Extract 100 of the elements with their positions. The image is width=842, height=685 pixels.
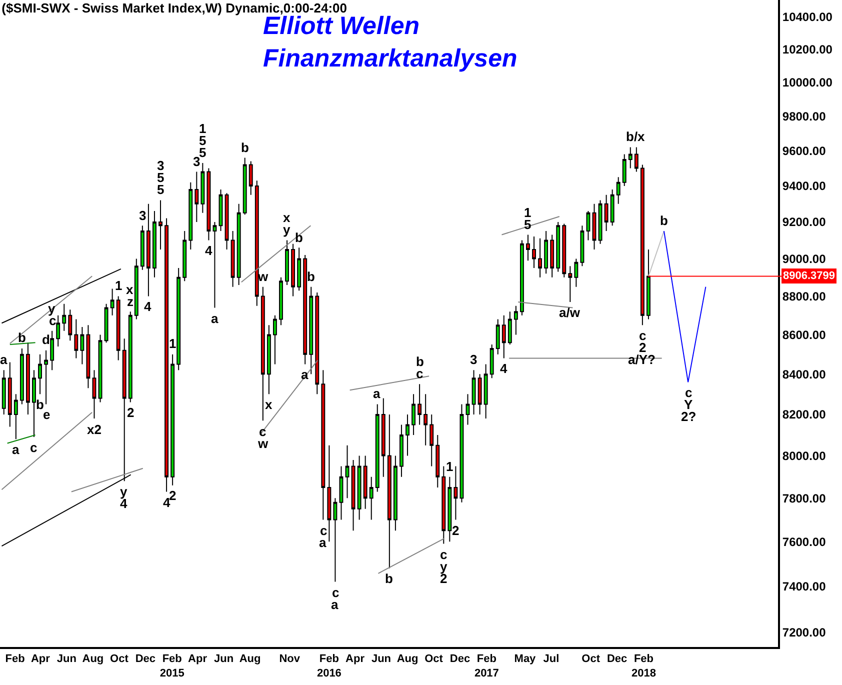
candlestick (134, 258, 138, 320)
y-tick-label: 10400.00 (782, 10, 833, 24)
annotation: 3 (470, 352, 478, 367)
candlestick (538, 238, 542, 278)
candlestick (460, 404, 464, 503)
annotation: 1 (199, 121, 206, 136)
candlestick (146, 203, 150, 297)
annotation: a/w (559, 305, 581, 320)
candlestick (218, 189, 223, 232)
y-tick-label: 7600.00 (782, 534, 826, 549)
annotation: a (12, 442, 20, 457)
candlestick (116, 296, 120, 361)
candlestick (254, 180, 259, 306)
candlestick (2, 370, 6, 415)
candlestick (104, 303, 108, 344)
annotation: 5 (157, 170, 164, 185)
annotation: a (373, 386, 381, 401)
annotation: a (331, 597, 339, 612)
x-tick-label: Jun (214, 653, 234, 666)
candlestick (622, 154, 626, 186)
annotation: b (416, 354, 424, 369)
annotation: 5 (157, 182, 164, 197)
candlestick (20, 348, 24, 405)
candlestick (562, 223, 566, 278)
annotation: x (265, 397, 273, 412)
candlestick (442, 466, 446, 544)
candlestick (454, 466, 458, 520)
candlestick (375, 404, 380, 492)
y-tick-label: 8400.00 (782, 367, 826, 382)
candlestick (604, 194, 608, 232)
candlestick (248, 160, 253, 196)
candlestick (176, 268, 181, 371)
x-tick-label: Dec (450, 653, 470, 666)
annotation: b (385, 571, 393, 586)
candlestick (550, 234, 554, 278)
candlestick (188, 182, 193, 250)
annotation: 1 (169, 336, 176, 351)
y-tick-label: 8600.00 (782, 328, 826, 342)
candlestick (628, 146, 632, 169)
x-tick-label: Aug (239, 653, 261, 666)
annotation: 8906.3799 (783, 270, 835, 282)
candlestick (285, 240, 289, 286)
annotation: 4 (205, 243, 213, 258)
candlestick (646, 248, 650, 320)
annotation: 1 (446, 459, 454, 474)
annotation: 2 (127, 405, 134, 420)
annotation: 4 (144, 299, 152, 314)
candlestick (357, 455, 362, 520)
candlestick (568, 266, 572, 303)
annotation: c (259, 424, 266, 439)
candlestick (315, 292, 320, 395)
y-tick-label: 9400.00 (782, 179, 826, 194)
y-tick-label: 7800.00 (782, 491, 826, 506)
candlestick (514, 305, 518, 336)
candlestick (592, 203, 596, 250)
candlestick (400, 424, 404, 478)
candlestick (92, 370, 96, 420)
candlestick (393, 455, 398, 532)
annotation: 2? (681, 409, 696, 424)
annotation: 5 (199, 133, 206, 148)
annotation: a (211, 311, 219, 326)
candlestick (478, 374, 482, 415)
annotation: a (301, 367, 309, 382)
annotation: x (283, 210, 291, 225)
candlestick (640, 164, 644, 326)
x-tick-label: Feb 2016 (316, 653, 342, 680)
x-tick-label: Aug (82, 653, 104, 666)
candlestick (610, 189, 614, 226)
candlestick (466, 394, 470, 426)
candlestick (38, 354, 42, 395)
annotation: 5 (524, 217, 532, 232)
annotation: b (307, 269, 315, 284)
candlestick (170, 354, 175, 486)
candlestick (14, 394, 18, 440)
candlestick (297, 247, 302, 292)
x-tick-label: Feb 2015 (160, 653, 184, 680)
candlestick (230, 230, 235, 288)
candlestick (339, 466, 344, 520)
candlestick (266, 324, 271, 395)
annotation: b/x (626, 129, 646, 144)
y-tick-label: 10000.00 (782, 76, 833, 90)
candlestick (532, 236, 536, 269)
candlestick (140, 225, 144, 270)
candlestick (98, 334, 102, 403)
x-tick-label: Feb 2017 (474, 653, 499, 680)
candlestick (224, 192, 229, 250)
annotation: c (440, 547, 448, 562)
x-tick-label: Nov (279, 653, 301, 666)
candlestick (387, 414, 392, 569)
annotation: c (685, 385, 692, 400)
annotation: c (639, 328, 646, 343)
candlestick (484, 364, 488, 420)
x-tick-label: Dec (606, 653, 628, 666)
annotation: c (320, 523, 328, 538)
annotation: e (43, 407, 50, 422)
candlestick (502, 314, 506, 359)
annotation: b (660, 213, 668, 228)
candlestick (327, 444, 332, 542)
annotation: 3 (139, 208, 146, 223)
candlestick (309, 286, 314, 375)
